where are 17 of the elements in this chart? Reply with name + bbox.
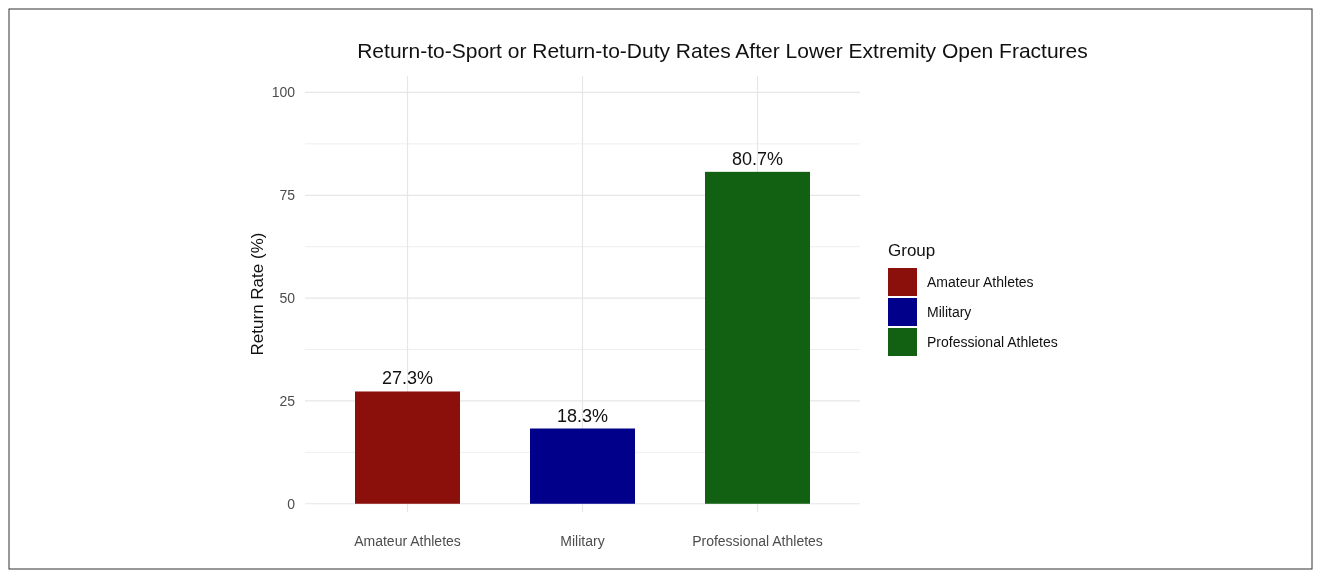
legend-label: Amateur Athletes <box>927 273 1034 290</box>
x-tick-label: Professional Athletes <box>692 533 823 549</box>
legend-title: Group <box>888 241 936 260</box>
data-label: 80.7% <box>731 148 784 169</box>
legend-label: Military <box>927 303 972 320</box>
y-axis-title: Return Rate (%) <box>248 232 267 356</box>
y-tick-label: 0 <box>287 495 296 512</box>
y-tick-label: 25 <box>279 392 296 409</box>
data-label: 18.3% <box>556 405 609 426</box>
x-tick-label: Amateur Athletes <box>354 533 461 549</box>
y-tick-label: 50 <box>279 290 296 307</box>
data-label: 27.3% <box>381 368 434 389</box>
chart-title: Return-to-Sport or Return-to-Duty Rates After Lower Extremity Open Fractures <box>357 39 1088 62</box>
y-tick-label: 75 <box>279 187 296 204</box>
legend-label: Professional Athletes <box>927 333 1058 350</box>
x-tick-label: Military <box>560 533 605 549</box>
y-tick-label: 100 <box>271 84 296 101</box>
